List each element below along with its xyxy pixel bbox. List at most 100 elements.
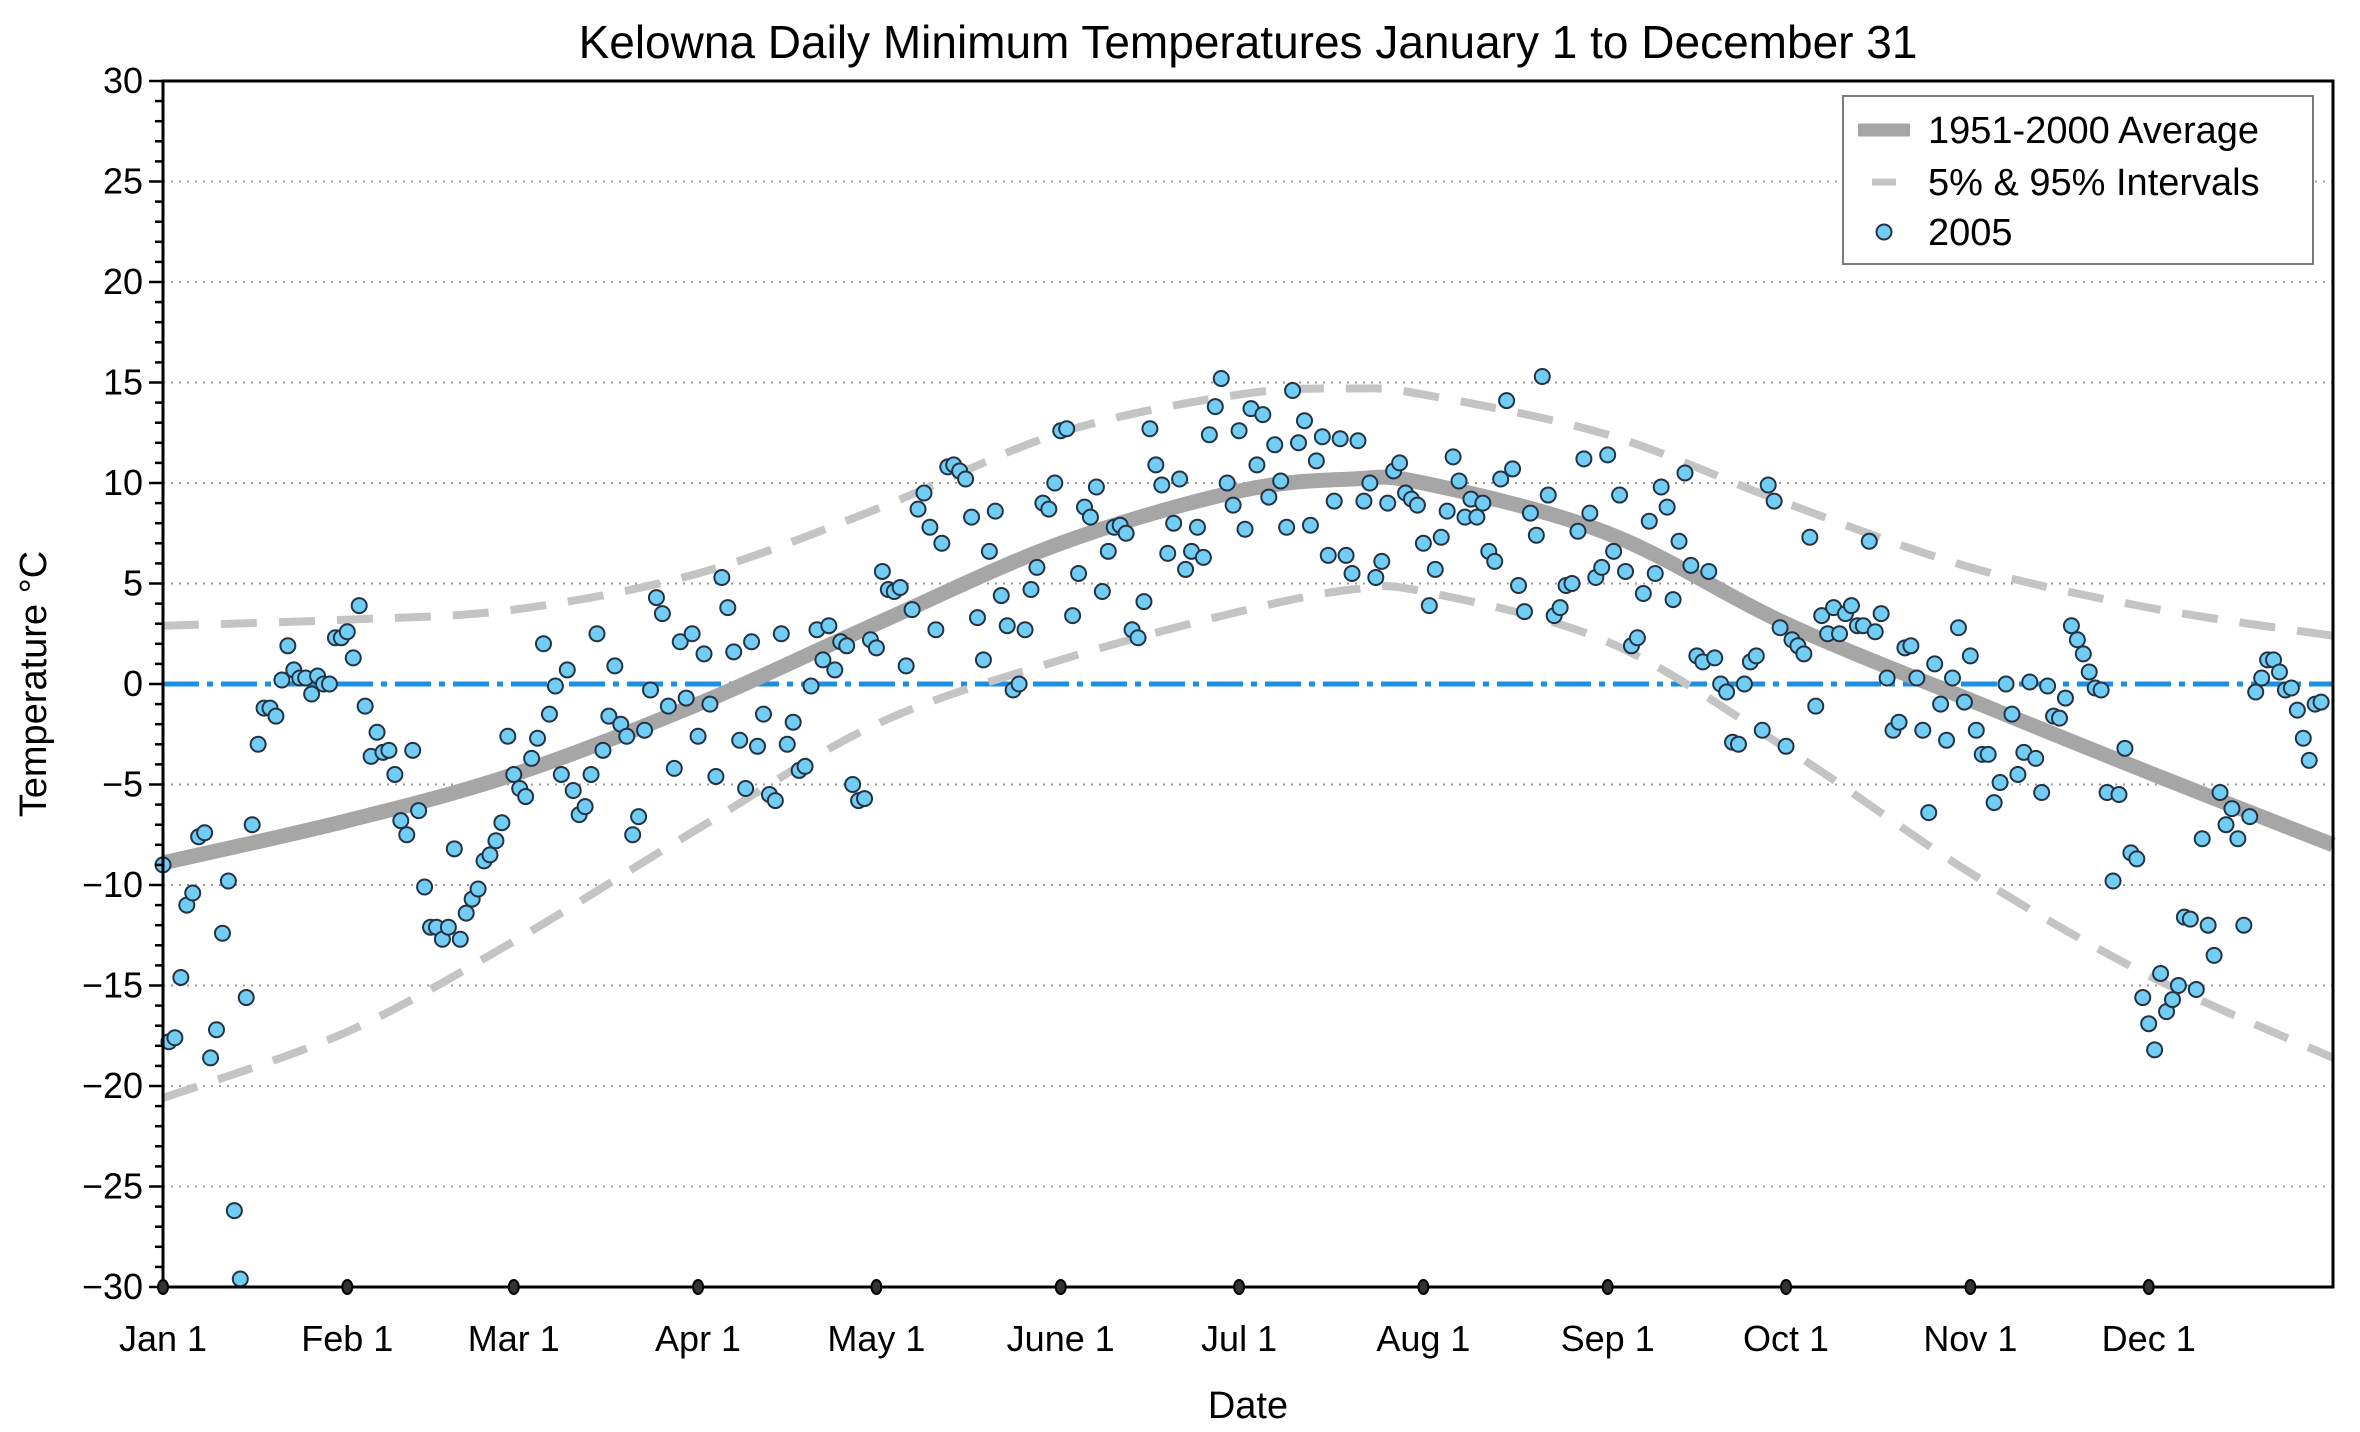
data-point [1212, 369, 1230, 387]
data-point [523, 749, 541, 767]
x-tick-mark [870, 1279, 883, 1295]
y-tick-label: −5 [102, 764, 143, 805]
data-point [1515, 603, 1533, 621]
data-point [398, 826, 416, 844]
data-point [1444, 448, 1462, 466]
x-tick-label: Dec 1 [2102, 1318, 2196, 1359]
chart-title: Kelowna Daily Minimum Temperatures Janua… [579, 16, 1918, 68]
data-point [172, 968, 190, 986]
data-point [1955, 693, 1973, 711]
data-point [1450, 472, 1468, 490]
data-point [1355, 492, 1373, 510]
data-point [802, 677, 820, 695]
data-point [701, 695, 719, 713]
data-point [903, 601, 921, 619]
data-point [1248, 456, 1266, 474]
data-point [1206, 398, 1224, 416]
data-point [1141, 420, 1159, 438]
data-point [392, 812, 410, 830]
data-point [344, 649, 362, 667]
data-point [2235, 916, 2253, 934]
data-point [225, 1202, 243, 1220]
x-tick-label: Sep 1 [1561, 1318, 1655, 1359]
data-point [1944, 669, 1962, 687]
data-point [1991, 773, 2009, 791]
data-point [445, 840, 463, 858]
y-tick-label: 10 [103, 462, 143, 503]
data-point [784, 713, 802, 731]
y-tick-label: −25 [82, 1166, 143, 1207]
data-point [2056, 689, 2074, 707]
data-point [1147, 456, 1165, 474]
data-point [2021, 673, 2039, 691]
data-point [1325, 492, 1343, 510]
x-tick-label: Jan 1 [119, 1318, 207, 1359]
data-point [1504, 460, 1522, 478]
data-point [1551, 599, 1569, 617]
data-point [350, 597, 368, 615]
data-point [505, 765, 523, 783]
data-point [1510, 577, 1528, 595]
gridlines [163, 180, 2333, 1188]
data-point [1908, 669, 1926, 687]
data-point [1771, 619, 1789, 637]
data-point [2270, 663, 2288, 681]
data-point [1194, 548, 1212, 566]
data-point [998, 617, 1016, 635]
data-point [2199, 916, 2217, 934]
data-point [1902, 637, 1920, 655]
y-axis-title: Temperature °C [13, 551, 55, 818]
data-point [766, 792, 784, 810]
data-point [1319, 546, 1337, 564]
data-point [1801, 528, 1819, 546]
data-point [624, 826, 642, 844]
data-point [1682, 556, 1700, 574]
data-point [772, 625, 790, 643]
data-point [980, 542, 998, 560]
data-point [540, 705, 558, 723]
data-point [743, 633, 761, 651]
data-point [1569, 522, 1587, 540]
data-point [1426, 560, 1444, 578]
x-tick-label: Feb 1 [301, 1318, 393, 1359]
data-point [671, 633, 689, 651]
data-point [963, 508, 981, 526]
data-point [1634, 585, 1652, 603]
data-point [1349, 432, 1367, 450]
data-point [416, 878, 434, 896]
data-point [1093, 583, 1111, 601]
data-point [737, 780, 755, 798]
data-point [1628, 629, 1646, 647]
data-point [1010, 675, 1028, 693]
data-point [725, 643, 743, 661]
x-tick-label: Jul 1 [1201, 1318, 1277, 1359]
data-point [844, 776, 862, 793]
x-tick-mark [2142, 1279, 2155, 1295]
data-point [1081, 508, 1099, 526]
data-point [1224, 496, 1242, 514]
y-tick-label: −10 [82, 864, 143, 905]
x-axis: Jan 1 Feb 1 Mar 1 Apr 1 May 1 June 1 Jul 1 Aug … [119, 1279, 2196, 1359]
legend-box [1842, 95, 2314, 265]
data-point [439, 918, 457, 936]
data-point [933, 534, 951, 552]
data-point [1700, 562, 1718, 580]
data-point [992, 587, 1010, 605]
data-point [552, 765, 570, 783]
data-point [1640, 512, 1658, 530]
data-point [2074, 645, 2092, 663]
data-point [1188, 518, 1206, 536]
y-tick-label: 20 [103, 261, 143, 302]
data-point [665, 759, 683, 777]
data-point [1611, 486, 1629, 504]
data-point [814, 651, 832, 669]
data-point [1765, 492, 1783, 510]
data-point [1260, 488, 1278, 506]
data-point [600, 707, 618, 725]
data-point [1177, 560, 1195, 578]
data-point [820, 617, 838, 635]
data-point [1064, 607, 1082, 625]
data-point [642, 681, 660, 699]
data-point [1795, 645, 1813, 663]
data-point [1735, 675, 1753, 693]
